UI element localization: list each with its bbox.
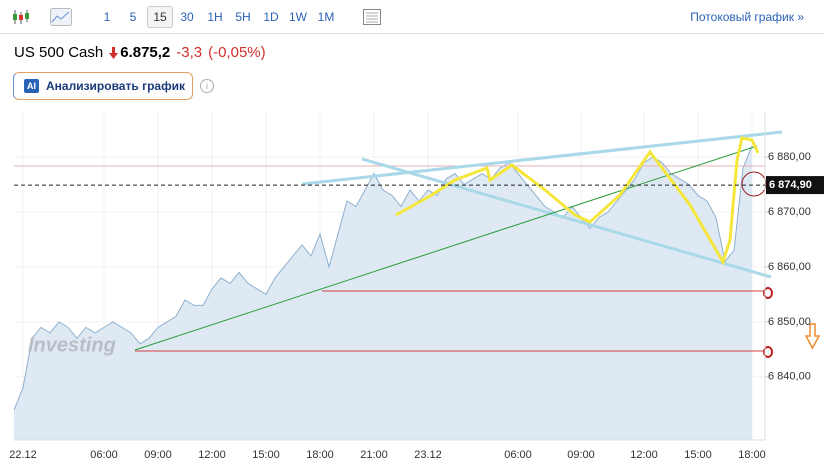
info-icon[interactable]: i — [200, 79, 214, 93]
table-icon[interactable] — [363, 9, 381, 25]
timeframe-button[interactable]: 1H — [207, 10, 223, 24]
price: 6.875,2 — [120, 44, 171, 61]
instrument-name: US 500 Cash — [14, 44, 104, 61]
timeframe-button[interactable]: 15 — [147, 6, 173, 28]
trend-line — [134, 145, 758, 351]
current-price-label: 6 874,90 — [769, 179, 812, 191]
x-tick-label: 21:00 — [360, 449, 388, 461]
ai-badge: AI — [24, 79, 39, 93]
toolbar: 1 5 15 30 1H 5H 1D 1W 1M Потоковый график » — [0, 0, 824, 34]
change-pct: (-0,05%) — [208, 44, 266, 61]
y-tick-label: 6 850,00 — [768, 316, 811, 328]
timeframe-button[interactable]: 1W — [289, 10, 307, 24]
x-tick-label: 18:00 — [738, 449, 766, 461]
timeframe-button[interactable]: 30 — [180, 10, 194, 24]
pattern-drawing — [395, 136, 760, 266]
y-tick-label: 6 860,00 — [768, 261, 811, 273]
x-tick-label: 15:00 — [252, 449, 280, 461]
price-line — [13, 145, 753, 410]
x-tick-label: 12:00 — [198, 449, 226, 461]
stream-link[interactable]: Потоковый график » — [690, 10, 804, 24]
x-tick-label: 18:00 — [306, 449, 334, 461]
x-tick-label: 23.12 — [414, 449, 442, 461]
analyze-label: Анализировать график — [46, 79, 185, 93]
x-tick-label: 09:00 — [567, 449, 595, 461]
y-tick-label: 6 870,00 — [768, 206, 811, 218]
area-icon[interactable] — [50, 8, 72, 26]
watermark: Investing — [28, 334, 116, 356]
trend-line — [361, 157, 772, 279]
x-tick-label: 15:00 — [684, 449, 712, 461]
change: -3,3 — [176, 44, 203, 61]
x-tick-label: 22.12 — [9, 449, 37, 461]
x-tick-label: 06:00 — [90, 449, 118, 461]
current-price-box — [766, 176, 824, 195]
timeframe-button[interactable]: 1M — [317, 10, 335, 24]
timeframe-button[interactable]: 1 — [103, 10, 111, 24]
quote: US 500 Cash 6.875,2 -3,3 (-0,05%) — [14, 44, 266, 61]
y-tick-label: 6 840,00 — [768, 371, 811, 383]
timeframe-button[interactable]: 5H — [235, 10, 251, 24]
trend-line — [301, 130, 783, 186]
x-tick-label: 12:00 — [630, 449, 658, 461]
timeframe-button[interactable]: 1D — [263, 10, 279, 24]
timeframe-button[interactable]: 5 — [129, 10, 137, 24]
x-tick-label: 06:00 — [504, 449, 532, 461]
marker — [763, 287, 773, 299]
candle-icon[interactable] — [12, 8, 30, 26]
x-tick-label: 09:00 — [144, 449, 172, 461]
arrow — [804, 323, 821, 350]
marker — [763, 346, 773, 358]
analyze-button[interactable]: AI Анализировать график — [13, 72, 193, 100]
down-arrow — [109, 46, 119, 59]
y-tick-label: 6 880,00 — [768, 151, 811, 163]
